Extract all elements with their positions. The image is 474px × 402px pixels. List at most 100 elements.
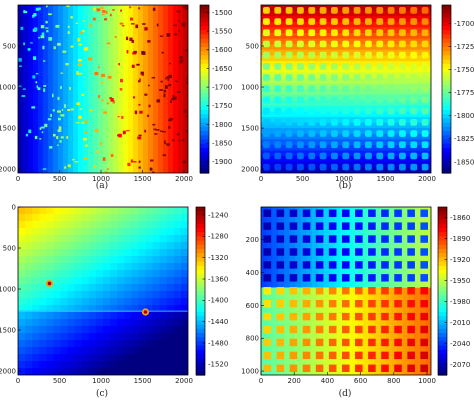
pad-square <box>381 364 389 372</box>
defect-speck <box>177 30 180 32</box>
pad-square <box>376 18 384 25</box>
pad-square <box>342 29 350 37</box>
pad-square <box>376 74 384 81</box>
defect-speck <box>78 43 82 46</box>
pad-square <box>399 119 406 126</box>
pad-square <box>368 287 376 295</box>
defect-speck <box>102 157 106 161</box>
pad-square <box>308 63 316 70</box>
y-tick-label: 1500 <box>241 124 259 132</box>
colorbar-tick-label: -1920 <box>450 256 470 264</box>
pad-square <box>308 85 316 93</box>
defect-speck <box>164 140 166 145</box>
pad-square <box>274 96 282 104</box>
pad-square <box>381 312 389 321</box>
pad-square <box>331 163 338 171</box>
pad-square <box>308 107 316 115</box>
pad-square <box>421 130 429 137</box>
pad-square <box>302 209 311 217</box>
pad-square <box>368 209 376 217</box>
pad-square <box>420 312 428 321</box>
pad-square <box>315 312 324 321</box>
pad-square <box>353 85 361 93</box>
defect-speck <box>70 45 74 48</box>
colorbar-tick-label: -1775 <box>454 89 474 97</box>
defect-speck <box>18 85 22 88</box>
pad-square <box>342 107 350 115</box>
x-tick-label: 600 <box>354 377 367 385</box>
pad-square <box>355 261 363 269</box>
pad-square <box>289 351 298 360</box>
pad-square <box>289 287 298 295</box>
defect-speck <box>168 126 171 129</box>
defect-speck <box>61 109 64 111</box>
defect-speck <box>119 88 123 91</box>
pad-square <box>353 96 361 104</box>
defect-speck <box>138 134 142 137</box>
plot-frame <box>17 206 189 376</box>
defect-speck <box>83 138 87 141</box>
pad-square <box>263 338 272 347</box>
pad-square <box>420 351 428 360</box>
defect-speck <box>52 109 55 112</box>
pad-square <box>394 325 402 334</box>
pad-square <box>308 141 316 149</box>
pad-square <box>263 287 272 295</box>
pad-square <box>381 274 389 282</box>
pad-square <box>376 7 384 14</box>
defect-speck <box>182 6 186 9</box>
defect-speck <box>133 161 137 163</box>
x-tick-label: 2000 <box>418 175 436 183</box>
defect-speck <box>125 36 129 41</box>
panel-caption: (d) <box>339 388 352 399</box>
pad-square <box>297 74 304 81</box>
colorbar-tick-label: -1500 <box>212 9 232 17</box>
pad-square <box>421 74 429 81</box>
pad-square <box>381 287 389 295</box>
defect-speck <box>138 166 141 169</box>
defect-speck <box>122 130 126 135</box>
pad-square <box>319 74 327 81</box>
defect-speck <box>89 109 93 112</box>
pad-square <box>394 364 402 372</box>
pad-square <box>315 235 324 243</box>
pad-square <box>331 141 338 149</box>
pad-square <box>365 7 372 14</box>
defect-speck <box>163 89 167 93</box>
pad-square <box>365 51 372 59</box>
colorbar-tick-label: -1800 <box>454 112 474 120</box>
pad-square <box>387 141 395 149</box>
defect-speck <box>152 123 156 126</box>
pad-square <box>263 130 270 137</box>
defect-speck <box>150 159 154 162</box>
defect-speck <box>93 7 96 11</box>
pad-square <box>263 274 272 282</box>
pad-square <box>274 7 282 14</box>
pad-square <box>394 338 402 347</box>
pad-square <box>285 107 293 115</box>
defect-speck <box>44 123 48 128</box>
pad-square <box>394 235 402 243</box>
defect-speck <box>103 111 107 114</box>
defect-speck <box>42 45 45 50</box>
pad-square <box>394 312 402 321</box>
pad-square <box>420 299 428 308</box>
pad-square <box>421 7 429 14</box>
pad-square <box>410 163 418 171</box>
pad-square <box>319 40 327 48</box>
pad-square <box>407 312 415 321</box>
pad-square <box>394 287 402 295</box>
pad-square <box>274 141 282 149</box>
defect-speck <box>109 13 112 17</box>
defect-speck <box>21 95 26 97</box>
pad-square <box>319 29 327 37</box>
pad-square <box>399 96 406 104</box>
pad-square <box>353 51 361 59</box>
pad-square <box>376 40 384 48</box>
pad-square <box>331 96 338 104</box>
pad-square <box>410 107 418 115</box>
defect-speck <box>182 139 185 142</box>
y-tick-label: 1000 <box>241 83 259 91</box>
defect-speck <box>182 160 186 164</box>
pad-square <box>387 152 395 160</box>
